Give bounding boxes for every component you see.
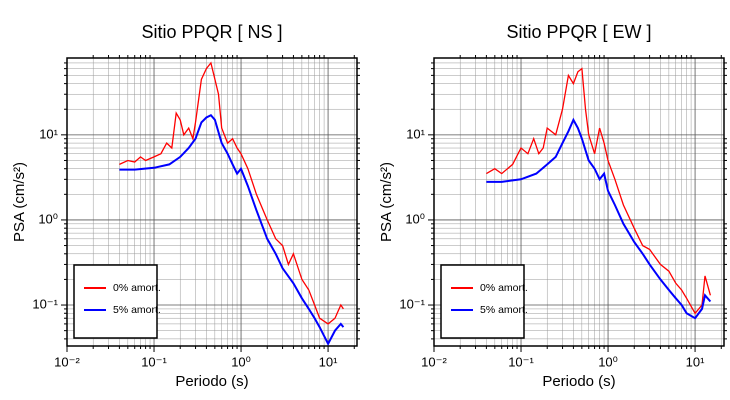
x-tick-label: 10¹	[686, 354, 705, 369]
y-tick-label: 10⁻¹	[399, 296, 425, 311]
y-tick-label: 10⁰	[405, 211, 425, 226]
chart-title: Sitio PPQR [ EW ]	[506, 22, 651, 42]
legend-box	[73, 264, 158, 339]
chart: Sitio PPQR [ EW ] 10⁻² 10⁻¹ 10⁰ 10¹ 10⁻¹ 10⁰ 10…	[378, 22, 727, 390]
x-tick-label: 10¹	[319, 354, 338, 369]
x-tick-label: 10⁻²	[54, 354, 80, 369]
x-tick-label: 10⁻¹	[508, 354, 534, 369]
y-tick-label: 10¹	[406, 126, 425, 141]
y-axis-label: PSA (cm/s²)	[378, 162, 395, 242]
legend-label: 5% amort.	[480, 304, 528, 316]
plot-frame	[433, 57, 725, 347]
x-tick-label: 10⁻¹	[141, 354, 167, 369]
y-tick-label: 10⁻¹	[32, 296, 58, 311]
chart: Sitio PPQR [ NS ] 10⁻² 10⁻¹ 10⁰ 10¹ 10⁻¹ 10⁰ 10…	[11, 22, 360, 390]
y-tick-label: 10⁰	[38, 211, 58, 226]
series-line	[119, 61, 344, 325]
x-tick-label: 10⁰	[598, 354, 618, 369]
series-line	[119, 113, 345, 346]
x-axis-label: Periodo (s)	[542, 373, 615, 390]
x-tick-label: 10⁰	[231, 354, 251, 369]
chart-title: Sitio PPQR [ NS ]	[141, 22, 282, 42]
plot-frame	[66, 57, 358, 347]
legend-box	[440, 264, 525, 339]
x-axis-label: Periodo (s)	[175, 373, 248, 390]
legend-label: 5% amort.	[113, 304, 161, 316]
series-line	[486, 117, 712, 320]
legend-label: 0% amort.	[480, 282, 528, 294]
y-tick-label: 10¹	[39, 126, 58, 141]
series-line	[486, 67, 712, 315]
y-axis-label: PSA (cm/s²)	[11, 162, 28, 242]
x-tick-label: 10⁻²	[421, 354, 447, 369]
legend-label: 0% amort.	[113, 282, 161, 294]
